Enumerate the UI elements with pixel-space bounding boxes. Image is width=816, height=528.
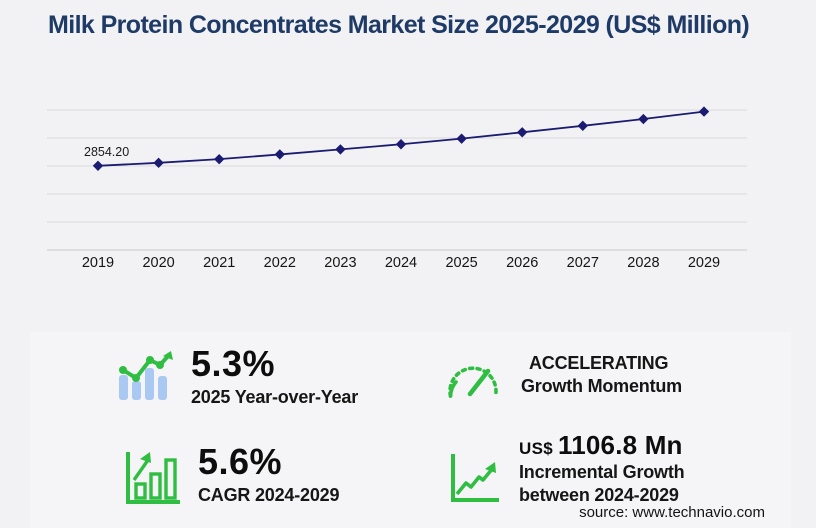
market-size-chart: 2854.20 2019 2020 2021 2022 2023 2024 2025 2026… [0,95,816,285]
x-axis-tick-label: 2020 [142,255,174,271]
x-axis-tick-label: 2023 [324,255,356,271]
chart-point-label: 2854.20 [84,145,129,159]
cagr-value: 5.6% [198,441,283,482]
momentum-line1: ACCELERATING [529,353,669,373]
data-point-marker [395,139,407,150]
x-axis-tick-label: 2028 [627,255,659,271]
data-point-marker [274,149,285,160]
x-axis-tick-label: 2019 [82,255,114,271]
data-point-marker [577,120,588,132]
incremental-line2: Incremental Growth [519,462,685,482]
data-point-marker [335,144,346,155]
x-axis-tick-label: 2026 [506,255,538,271]
x-axis-tick-label: 2021 [203,255,235,271]
momentum-line2: Growth Momentum [521,376,682,397]
x-axis-tick-label: 2027 [567,255,599,271]
data-point-marker [456,133,467,144]
stat-incremental: US$ 1106.8 Mn Incremental Growth between… [445,430,685,513]
cagr-label: CAGR 2024-2029 [198,485,340,505]
speedometer-icon [445,356,501,407]
market-line-chart: 2854.20 2019 2020 2021 2022 2023 2024 2025 2026… [47,106,747,271]
data-point-marker [698,106,710,117]
yoy-value: 5.3% [191,343,276,384]
stat-yoy: 5.3% 2025 Year-over-Year [115,346,358,409]
bar-line-growth-icon [115,350,177,409]
stats-panel: 5.3% 2025 Year-over-Year ACCELERATING Gr… [30,332,791,528]
chart-gridlines [47,109,747,251]
data-point-marker [517,127,528,138]
chart-series [92,106,710,172]
x-axis-tick-label: 2029 [688,255,720,271]
page-title: Milk Protein Concentrates Market Size 20… [48,11,750,39]
x-axis-tick-labels: 2019 2020 2021 2022 2023 2024 2025 2026 2027 2028… [82,255,720,271]
stat-cagr: 5.6% CAGR 2024-2029 [122,444,339,513]
incremental-line3: between 2024-2029 [519,485,679,506]
incremental-currency: US$ [519,439,553,458]
yoy-label: 2025 Year-over-Year [191,387,359,407]
data-point-marker [214,153,225,165]
stat-momentum: ACCELERATING Growth Momentum [445,352,682,407]
data-point-marker [638,113,649,125]
x-axis-tick-label: 2025 [445,255,477,271]
x-axis-tick-label: 2022 [264,255,296,271]
source-attribution: source: www.technavio.com [579,504,765,521]
x-axis-tick-label: 2024 [385,255,417,271]
growth-axis-icon [445,448,503,513]
svg-text:2854.20: 2854.20 [84,145,129,159]
incremental-value: 1106.8 Mn [557,430,683,460]
bar-chart-arrow-icon [122,448,184,513]
data-point-marker [92,160,104,172]
data-point-marker [153,157,164,169]
